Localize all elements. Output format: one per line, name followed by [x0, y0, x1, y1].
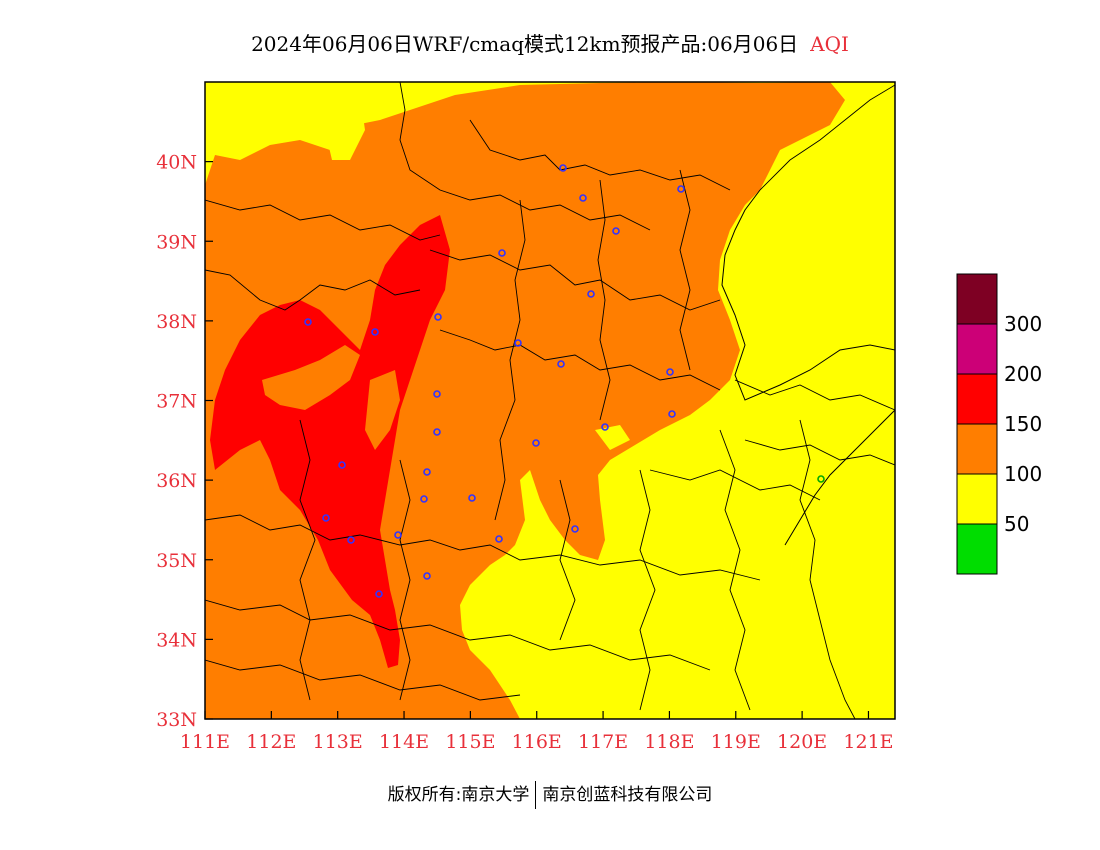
x-tick-label: 111E — [180, 731, 230, 753]
station-marker — [434, 313, 442, 321]
station-marker — [433, 390, 441, 398]
station-marker — [420, 495, 428, 503]
coastline — [721, 189, 895, 401]
x-tick-label: 120E — [777, 731, 827, 753]
colorbar-segment — [956, 473, 998, 525]
station-marker — [677, 185, 685, 193]
station-marker — [495, 535, 503, 543]
colorbar-label: 300 — [1004, 312, 1042, 336]
copyright-right: 南京创蓝科技有限公司 — [542, 785, 713, 805]
y-tick-label: 34N — [156, 629, 197, 651]
station-marker — [557, 360, 565, 368]
x-tick-label: 115E — [445, 731, 495, 753]
station-marker — [304, 318, 312, 326]
station-marker — [532, 439, 540, 447]
station-marker — [338, 461, 346, 469]
colorbar-segment — [956, 273, 998, 325]
x-tick-label: 118E — [644, 731, 694, 753]
admin-boundaries — [205, 82, 895, 719]
x-tick-label: 114E — [379, 731, 429, 753]
title-text: 2024年06月06日WRF/cmaq模式12km预报产品:06月06日 — [251, 32, 799, 56]
x-tick-label: 121E — [843, 731, 893, 753]
y-tick-label: 33N — [156, 709, 197, 731]
station-markers — [304, 164, 825, 598]
station-marker — [468, 494, 476, 502]
aqi-red-region — [210, 215, 450, 668]
station-marker — [668, 410, 676, 418]
station-marker — [559, 164, 567, 172]
map-title: 2024年06月06日WRF/cmaq模式12km预报产品:06月06日 AQI — [0, 28, 1100, 57]
colorbar-label: 200 — [1004, 362, 1042, 386]
y-tick-label: 39N — [156, 231, 197, 253]
station-marker — [322, 514, 330, 522]
colorbar-label: 50 — [1004, 512, 1029, 536]
station-marker — [571, 525, 579, 533]
colorbar-segment — [956, 323, 998, 375]
aqi-yellow-patch — [595, 425, 630, 450]
station-marker — [498, 249, 506, 257]
x-tick-label: 113E — [313, 731, 363, 753]
y-tick-label: 38N — [156, 311, 197, 333]
aqi-field — [205, 82, 895, 719]
station-marker — [587, 290, 595, 298]
x-axis: 111E 112E 113E 114E 115E 116E 117E 118E 119E 120E… — [180, 711, 894, 753]
aqi-orange-pocket — [262, 345, 360, 410]
x-tick-label: 117E — [578, 731, 628, 753]
station-marker — [433, 428, 441, 436]
station-marker — [612, 227, 620, 235]
y-tick-label: 40N — [156, 152, 197, 174]
variable-label: AQI — [810, 32, 849, 56]
station-marker — [347, 536, 355, 544]
x-tick-label: 112E — [246, 731, 296, 753]
station-marker — [375, 590, 383, 598]
y-tick-label: 35N — [156, 550, 197, 572]
colorbar-segment — [956, 523, 998, 575]
copyright-left: 版权所有:南京大学 — [387, 785, 530, 805]
station-marker — [514, 339, 522, 347]
station-marker — [817, 475, 825, 483]
station-marker — [423, 572, 431, 580]
colorbar-segment — [956, 373, 998, 425]
y-tick-label: 37N — [156, 391, 197, 413]
colorbar-label: 100 — [1004, 462, 1042, 486]
y-axis: 33N 34N 35N 36N 37N 38N 39N 40N — [156, 152, 213, 731]
aqi-orange-pocket — [365, 370, 400, 450]
station-marker — [423, 468, 431, 476]
x-tick-label: 116E — [512, 731, 562, 753]
station-marker — [394, 531, 402, 539]
coastline — [784, 409, 895, 546]
x-tick-label: 119E — [711, 731, 761, 753]
copyright-footer: 版权所有:南京大学 南京创蓝科技有限公司 — [0, 780, 1100, 809]
station-marker — [579, 194, 587, 202]
y-tick-label: 36N — [156, 470, 197, 492]
colorbar-segment — [956, 423, 998, 475]
aqi-colorbar: 300 200 150 100 50 — [956, 273, 1042, 575]
colorbar-label: 150 — [1004, 412, 1042, 436]
aqi-yellow-patch — [325, 95, 365, 160]
station-marker — [371, 328, 379, 336]
footer-separator — [535, 781, 537, 809]
station-marker — [601, 423, 609, 431]
station-marker — [666, 368, 674, 376]
